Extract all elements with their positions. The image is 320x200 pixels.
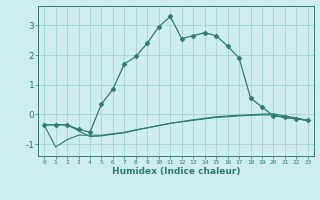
X-axis label: Humidex (Indice chaleur): Humidex (Indice chaleur): [112, 167, 240, 176]
